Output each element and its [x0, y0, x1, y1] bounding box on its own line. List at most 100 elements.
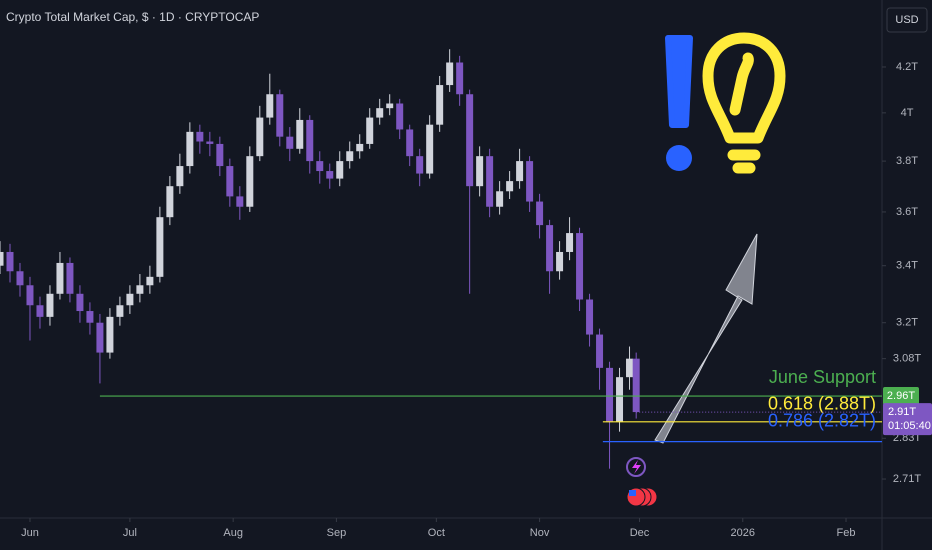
currency[interactable]: USD [895, 14, 918, 26]
candle-body [66, 262, 74, 294]
lightbulb-icon [702, 32, 786, 174]
candle-body [116, 305, 124, 317]
plot: 4.2T 4T 3.8T 3.6T 3.4T 3.2T 3.08T 2.83T 2.71T Jun… [0, 49, 932, 539]
candle-body [396, 103, 404, 130]
candle-body [296, 119, 304, 149]
y-tick-label: 3.2T [896, 317, 918, 329]
candle-body [96, 322, 104, 353]
candle-body [136, 285, 144, 294]
candle-body [576, 233, 584, 300]
candle-body [496, 191, 504, 207]
candle-body [16, 271, 24, 286]
candle-body [146, 276, 154, 286]
candle-body [36, 305, 44, 317]
candle-body [276, 94, 284, 137]
candle-body [436, 85, 444, 125]
candle-body [526, 161, 534, 202]
candle-body [566, 233, 574, 252]
candle-body [616, 377, 624, 422]
candle-body [6, 251, 14, 272]
level-label: 0.618 (2.88T) [768, 394, 876, 414]
candle-body [306, 119, 314, 162]
y-tick-label: 2.83T [893, 432, 921, 444]
candle-body [326, 171, 334, 179]
x-tick-label: Sep [327, 527, 347, 539]
candle-body [186, 131, 194, 167]
y-tick-label: 3.4T [896, 260, 918, 272]
candle-body [266, 94, 274, 118]
candle-body [406, 129, 414, 157]
candle-body [176, 166, 184, 187]
countdown: 01:05:40 [888, 420, 931, 432]
candle-body [56, 262, 64, 294]
candle-body [516, 161, 524, 182]
x-tick-label: Feb [837, 527, 856, 539]
candle-body [246, 156, 254, 207]
candle-body [632, 358, 640, 413]
candle-body [556, 251, 564, 272]
candle-body [586, 299, 594, 335]
candle-body [546, 225, 554, 272]
price-box [883, 403, 932, 436]
candle-body [386, 103, 394, 109]
y-tick-label: 4T [901, 107, 914, 119]
candle-body [356, 143, 364, 152]
candle-body [416, 156, 424, 174]
candle-body [106, 316, 114, 353]
candle-body [156, 217, 164, 277]
candle-body [336, 161, 344, 179]
event-icons [626, 457, 658, 507]
level-price-label: 2.96T [887, 390, 915, 402]
candle-body [476, 156, 484, 187]
candle-body [536, 201, 544, 226]
y-tick-label: 3.6T [896, 206, 918, 218]
chart-title: Crypto Total Market Cap, $ · 1D · CRYPTO… [6, 10, 259, 24]
candle-body [366, 117, 374, 144]
candle-body [206, 141, 214, 144]
currency-button[interactable] [886, 7, 928, 33]
x-tick-label: Aug [223, 527, 243, 539]
candle-body [46, 293, 54, 317]
candle-body [596, 334, 604, 368]
exclamation-icon [665, 35, 693, 171]
candle-body [196, 131, 204, 142]
y-tick-label: 3.8T [896, 155, 918, 167]
candle-body [626, 358, 634, 378]
candle-body [26, 285, 34, 306]
candle-body [466, 94, 474, 187]
y-tick-label: 4.2T [896, 61, 918, 73]
x-tick-label: 2026 [731, 527, 755, 539]
candle-body [86, 311, 94, 323]
candle-body [0, 251, 4, 266]
candle-body [236, 196, 244, 207]
arrow [654, 233, 758, 444]
candle-body [226, 166, 234, 197]
level-label: 0.786 (2.82T) [768, 410, 876, 430]
candle-body [166, 186, 174, 218]
price-label: 2.91T [888, 406, 916, 418]
candle-body [316, 161, 324, 172]
y-tick-label: 3.08T [893, 353, 921, 365]
candle-body [286, 136, 294, 149]
x-tick-label: Jun [21, 527, 39, 539]
candle-body [126, 293, 134, 306]
candle-body [506, 181, 514, 192]
candle-body [456, 62, 464, 95]
candle-body [486, 156, 494, 207]
candle-body [426, 124, 434, 174]
x-tick-label: Dec [630, 527, 650, 539]
candle-body [216, 143, 224, 167]
candle-body [606, 367, 614, 422]
x-tick-label: Jul [123, 527, 137, 539]
x-tick-label: Nov [530, 527, 550, 539]
y-tick-label: 2.71T [893, 473, 921, 485]
x-tick-label: Oct [428, 527, 445, 539]
candle-body [76, 293, 84, 312]
candle-body [256, 117, 264, 157]
candle-body [376, 108, 384, 118]
level-label: June Support [769, 367, 876, 387]
level-price-box [883, 387, 919, 406]
candle-body [346, 151, 354, 162]
